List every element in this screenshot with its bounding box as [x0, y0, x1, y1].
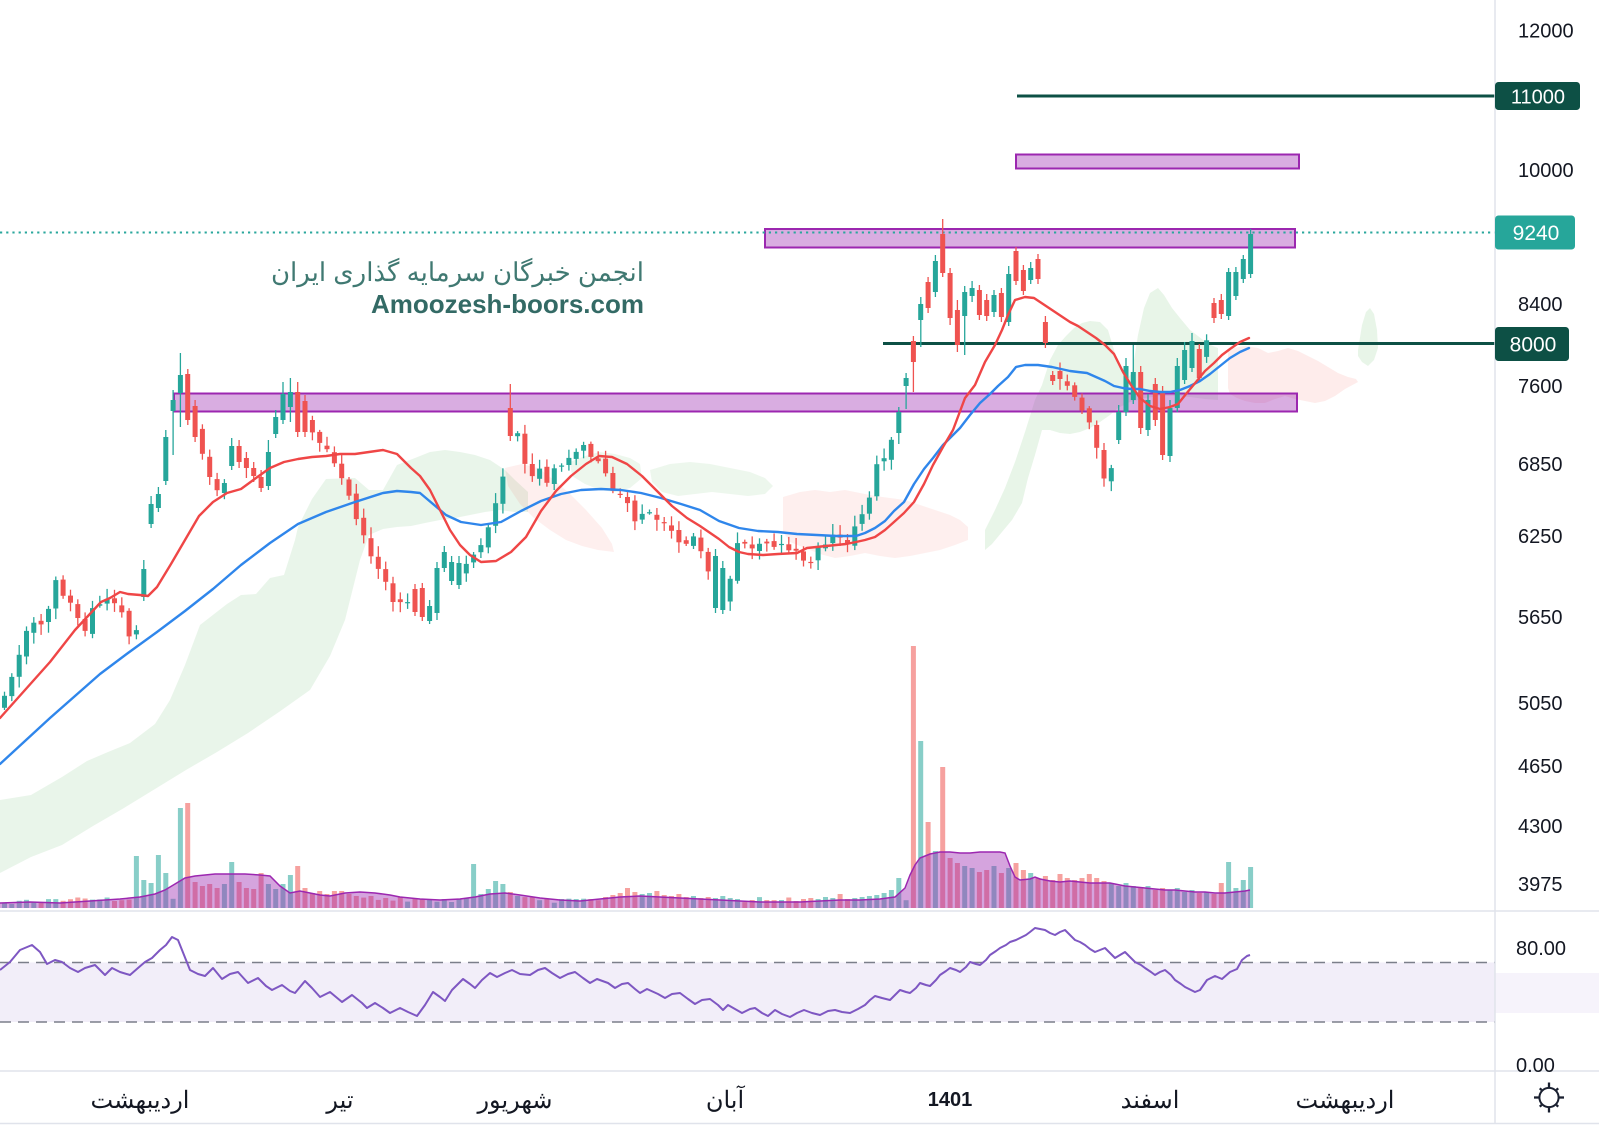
svg-text:1401: 1401	[928, 1089, 973, 1111]
svg-text:9240: 9240	[1513, 222, 1560, 245]
svg-text:اسفند: اسفند	[1121, 1087, 1180, 1114]
svg-text:4300: 4300	[1518, 816, 1563, 838]
svg-text:تیر: تیر	[325, 1087, 353, 1114]
svg-text:6250: 6250	[1518, 526, 1563, 548]
svg-text:Amoozesh-boors.com: Amoozesh-boors.com	[371, 289, 644, 319]
svg-text:80.00: 80.00	[1516, 938, 1566, 960]
svg-text:اردیبهشت: اردیبهشت	[91, 1087, 190, 1114]
svg-text:3975: 3975	[1518, 874, 1563, 896]
svg-text:5650: 5650	[1518, 607, 1563, 629]
svg-text:10000: 10000	[1518, 160, 1574, 182]
svg-text:0.00: 0.00	[1516, 1055, 1555, 1077]
svg-text:شهریور: شهریور	[476, 1087, 552, 1114]
svg-text:آبان: آبان	[706, 1085, 746, 1114]
svg-text:4650: 4650	[1518, 756, 1563, 778]
svg-text:8000: 8000	[1510, 334, 1557, 357]
svg-text:11000: 11000	[1511, 87, 1565, 109]
svg-text:6850: 6850	[1518, 454, 1563, 476]
svg-text:12000: 12000	[1518, 21, 1574, 43]
svg-text:5050: 5050	[1518, 693, 1563, 715]
svg-text:8400: 8400	[1518, 294, 1563, 316]
svg-text:7600: 7600	[1518, 376, 1563, 398]
svg-text:اردیبهشت: اردیبهشت	[1296, 1087, 1395, 1114]
svg-text:انجمن خبرگان سرمایه گذاری ایرا: انجمن خبرگان سرمایه گذاری ایران	[271, 257, 644, 288]
